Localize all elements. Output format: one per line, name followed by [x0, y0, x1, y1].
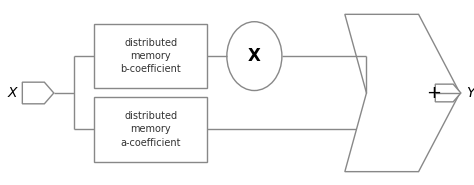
Polygon shape	[22, 82, 54, 104]
Text: X: X	[8, 86, 18, 100]
Text: distributed
memory
a-coefficient: distributed memory a-coefficient	[120, 111, 181, 148]
Polygon shape	[435, 84, 461, 102]
Text: distributed
memory
b-coefficient: distributed memory b-coefficient	[120, 38, 181, 74]
Text: +: +	[426, 84, 441, 102]
Text: X: X	[248, 47, 261, 65]
Bar	[94, 24, 207, 88]
Ellipse shape	[227, 22, 282, 90]
Polygon shape	[345, 14, 460, 172]
Text: Y: Y	[466, 86, 474, 100]
Bar	[94, 97, 207, 162]
